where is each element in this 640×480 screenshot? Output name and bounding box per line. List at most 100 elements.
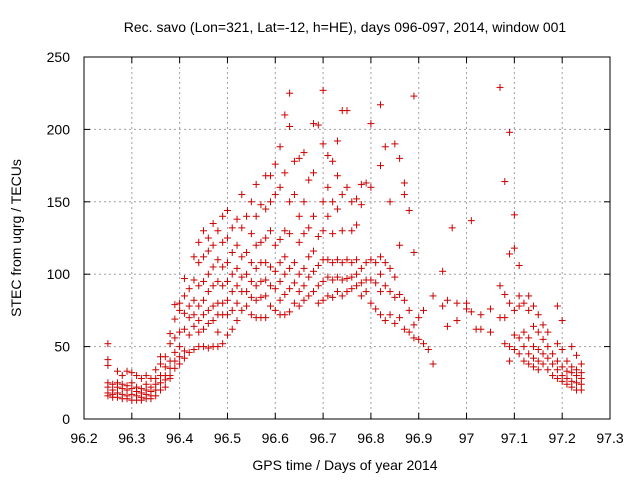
data-point bbox=[319, 277, 327, 285]
data-point bbox=[386, 198, 394, 206]
data-point bbox=[190, 276, 198, 284]
data-point bbox=[486, 305, 494, 313]
data-point bbox=[123, 395, 131, 403]
x-tick-label: 96.8 bbox=[357, 430, 384, 446]
data-point bbox=[381, 317, 389, 325]
data-point bbox=[396, 314, 404, 322]
data-point bbox=[161, 363, 169, 371]
data-point bbox=[305, 176, 313, 184]
data-point bbox=[166, 340, 174, 348]
data-point bbox=[180, 325, 188, 333]
data-point bbox=[329, 259, 337, 267]
x-tick-label: 97.2 bbox=[549, 430, 576, 446]
data-point bbox=[314, 121, 322, 129]
data-point bbox=[573, 351, 581, 359]
data-point bbox=[233, 299, 241, 307]
data-point bbox=[448, 224, 456, 232]
data-point bbox=[290, 279, 298, 287]
data-point bbox=[544, 366, 552, 374]
data-point bbox=[496, 282, 504, 290]
data-point bbox=[252, 241, 260, 249]
data-point bbox=[549, 350, 557, 358]
data-point bbox=[415, 314, 423, 322]
data-point bbox=[195, 302, 203, 310]
data-point bbox=[396, 241, 404, 249]
data-point bbox=[195, 238, 203, 246]
data-point bbox=[539, 335, 547, 343]
data-point bbox=[219, 212, 227, 220]
data-point bbox=[477, 311, 485, 319]
data-point bbox=[185, 285, 193, 293]
data-point bbox=[529, 322, 537, 330]
data-point bbox=[510, 331, 518, 339]
data-point bbox=[286, 308, 294, 316]
data-point bbox=[515, 262, 523, 270]
axis-ticks bbox=[83, 56, 611, 420]
data-point bbox=[324, 212, 332, 220]
data-point bbox=[295, 154, 303, 162]
data-point bbox=[223, 277, 231, 285]
data-point bbox=[286, 230, 294, 238]
data-point bbox=[286, 264, 294, 272]
data-point bbox=[300, 149, 308, 157]
data-point bbox=[185, 348, 193, 356]
data-point bbox=[142, 372, 150, 380]
data-point bbox=[257, 293, 265, 301]
data-point bbox=[314, 262, 322, 270]
data-point bbox=[266, 227, 274, 235]
data-point bbox=[477, 325, 485, 333]
x-tick-label: 96.9 bbox=[405, 430, 432, 446]
data-point bbox=[281, 227, 289, 235]
data-point bbox=[266, 302, 274, 310]
data-point bbox=[333, 288, 341, 296]
x-tick-label: 97 bbox=[459, 430, 475, 446]
data-point bbox=[324, 256, 332, 264]
data-point bbox=[348, 227, 356, 235]
data-point bbox=[276, 235, 284, 243]
data-point bbox=[391, 140, 399, 148]
data-point bbox=[281, 290, 289, 298]
data-point bbox=[262, 234, 270, 242]
data-point bbox=[506, 128, 514, 136]
data-point bbox=[262, 314, 270, 322]
data-point bbox=[573, 379, 581, 387]
data-point bbox=[252, 296, 260, 304]
data-point bbox=[314, 299, 322, 307]
data-point bbox=[295, 238, 303, 246]
data-point bbox=[290, 157, 298, 165]
data-point bbox=[166, 374, 174, 382]
data-point bbox=[324, 273, 332, 281]
data-point bbox=[319, 296, 327, 304]
data-point bbox=[233, 282, 241, 290]
data-point bbox=[577, 360, 585, 368]
data-point bbox=[281, 111, 289, 119]
data-point bbox=[233, 241, 241, 249]
data-point bbox=[300, 296, 308, 304]
data-point bbox=[525, 360, 533, 368]
data-point bbox=[396, 154, 404, 162]
data-point bbox=[376, 270, 384, 278]
x-tick-label: 96.6 bbox=[262, 430, 289, 446]
x-tick-label: 96.3 bbox=[118, 430, 145, 446]
data-point bbox=[539, 350, 547, 358]
data-point bbox=[276, 296, 284, 304]
data-point bbox=[510, 211, 518, 219]
data-point bbox=[190, 345, 198, 353]
data-point bbox=[333, 205, 341, 213]
data-point bbox=[376, 162, 384, 170]
data-point bbox=[171, 348, 179, 356]
x-tick-labels: 96.2 96.3 96.4 96.5 96.6 96.7 96.8 96.9 97 97.1 97… bbox=[70, 430, 623, 446]
data-point bbox=[262, 259, 270, 267]
data-point bbox=[281, 169, 289, 177]
data-point bbox=[271, 285, 279, 293]
data-point bbox=[343, 183, 351, 191]
data-point bbox=[247, 311, 255, 319]
data-point bbox=[223, 259, 231, 267]
data-point bbox=[233, 215, 241, 223]
data-point bbox=[228, 270, 236, 278]
data-point bbox=[200, 325, 208, 333]
y-tick-labels: 0 50 100 150 200 250 bbox=[47, 49, 71, 427]
data-point bbox=[214, 328, 222, 336]
data-point bbox=[305, 273, 313, 281]
data-point bbox=[405, 328, 413, 336]
